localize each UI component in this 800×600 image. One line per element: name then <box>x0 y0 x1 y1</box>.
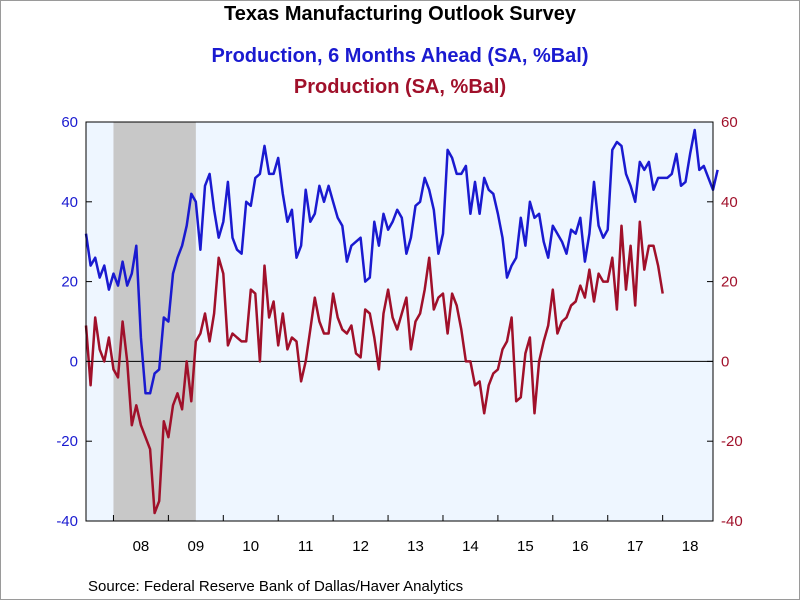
y-left-tick-label: 0 <box>70 353 78 370</box>
x-tick-label: 17 <box>627 538 644 555</box>
plot-border <box>85 121 714 522</box>
source-note: Source: Federal Reserve Bank of Dallas/H… <box>88 578 464 595</box>
series-line-production-6m <box>84 128 719 395</box>
y-left-tick-label: 60 <box>61 114 78 131</box>
series-title-production: Production (SA, %Bal) <box>293 76 507 98</box>
chart-title: Texas Manufacturing Outlook Survey <box>224 3 576 25</box>
x-tick-label: 15 <box>517 538 534 555</box>
x-tick-label: 12 <box>352 538 369 555</box>
x-tick-label: 10 <box>242 538 259 555</box>
x-tick-label: 11 <box>298 538 314 555</box>
series-line-production <box>84 220 664 515</box>
y-right-tick-label: 20 <box>721 274 738 291</box>
series-title-production-6m: Production, 6 Months Ahead (SA, %Bal) <box>211 45 589 67</box>
y-left-tick-label: -20 <box>56 433 78 450</box>
y-left-tick-label: -40 <box>56 513 78 530</box>
recession-band <box>113 122 196 521</box>
x-tick-label: 16 <box>572 538 589 555</box>
x-tick-label: 13 <box>407 538 424 555</box>
x-tick-label: 09 <box>187 538 204 555</box>
y-left-tick-label: 20 <box>61 274 78 291</box>
y-left-tick-label: 40 <box>61 194 78 211</box>
y-right-tick-label: 0 <box>721 353 729 370</box>
x-tick-label: 18 <box>682 538 699 555</box>
y-right-tick-label: 40 <box>721 194 738 211</box>
y-right-tick-label: -20 <box>721 433 743 450</box>
y-right-tick-label: -40 <box>721 513 743 530</box>
x-tick-label: 14 <box>462 538 479 555</box>
x-tick-label: 08 <box>133 538 150 555</box>
y-right-tick-label: 60 <box>721 114 738 131</box>
